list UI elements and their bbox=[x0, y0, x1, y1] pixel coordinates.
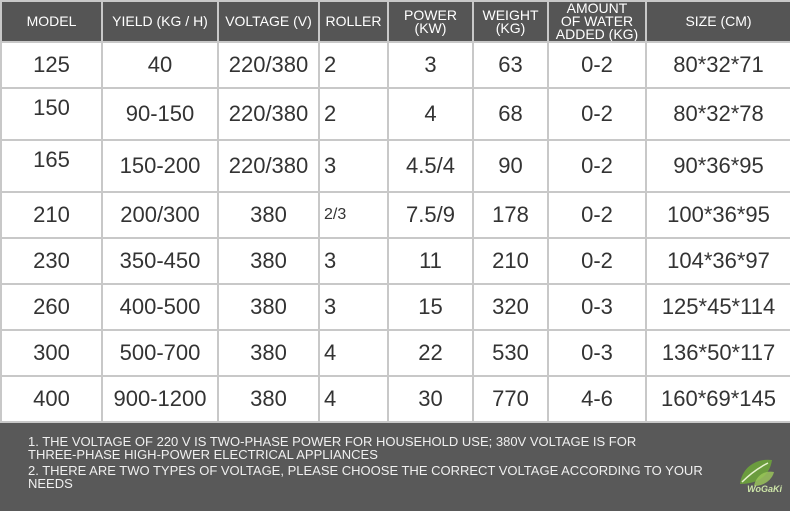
table-cell: 3 bbox=[318, 139, 389, 193]
table-cell: 178 bbox=[472, 191, 549, 239]
column-header: YIELD (KG / H) bbox=[101, 0, 219, 43]
spec-table: MODEL YIELD (KG / H) VOLTAGE (V) ROLLER POWE… bbox=[0, 0, 790, 423]
table-row: 125 40 220/380 2 3 63 0-2 80*32*71 bbox=[0, 41, 790, 89]
table-cell: 0-2 bbox=[547, 41, 647, 89]
table-cell: 90*36*95 bbox=[645, 139, 790, 193]
table-cell: 200/300 bbox=[101, 191, 219, 239]
table-row: 165 150-200 220/380 3 4.5/4 90 0-2 90*36*95 bbox=[0, 139, 790, 193]
column-header: AMOUNT OF WATER ADDED (KG) bbox=[547, 0, 647, 43]
table-cell: 136*50*117 bbox=[645, 329, 790, 377]
model-cell: 300 bbox=[0, 329, 103, 377]
table-cell: 125*45*114 bbox=[645, 283, 790, 331]
table-row: 150 90-150 220/380 2 4 68 0-2 80*32*78 bbox=[0, 87, 790, 141]
table-cell: 4 bbox=[318, 375, 389, 423]
table-cell: 900-1200 bbox=[101, 375, 219, 423]
model-cell: 400 bbox=[0, 375, 103, 423]
table-cell: 380 bbox=[217, 375, 320, 423]
column-header: VOLTAGE (V) bbox=[217, 0, 320, 43]
table-cell: 220/380 bbox=[217, 139, 320, 193]
logo-text: WoGaKi bbox=[747, 484, 782, 494]
table-cell: 380 bbox=[217, 329, 320, 377]
table-cell: 100*36*95 bbox=[645, 191, 790, 239]
column-header: SIZE (CM) bbox=[645, 0, 790, 43]
table-cell: 63 bbox=[472, 41, 549, 89]
table-cell: 160*69*145 bbox=[645, 375, 790, 423]
table-cell: 22 bbox=[387, 329, 474, 377]
table-cell: 80*32*71 bbox=[645, 41, 790, 89]
table-cell: 350-450 bbox=[101, 237, 219, 285]
table-cell: 90 bbox=[472, 139, 549, 193]
table-cell: 7.5/9 bbox=[387, 191, 474, 239]
model-cell: 260 bbox=[0, 283, 103, 331]
table-cell: 2 bbox=[318, 41, 389, 89]
table-cell: 380 bbox=[217, 283, 320, 331]
note-line-1: 1. THE VOLTAGE OF 220 V IS TWO-PHASE POW… bbox=[28, 434, 637, 449]
table-cell: 3 bbox=[318, 237, 389, 285]
table-cell: 40 bbox=[101, 41, 219, 89]
column-header: WEIGHT (KG) bbox=[472, 0, 549, 43]
model-cell: 150 bbox=[0, 87, 103, 141]
table-row: 210 200/300 380 2/3 7.5/9 178 0-2 100*36*95 bbox=[0, 191, 790, 239]
table-cell: 3 bbox=[318, 283, 389, 331]
model-cell: 230 bbox=[0, 237, 103, 285]
table-cell: 220/380 bbox=[217, 87, 320, 141]
table-cell: 0-3 bbox=[547, 283, 647, 331]
table-cell: 150-200 bbox=[101, 139, 219, 193]
table-cell: 320 bbox=[472, 283, 549, 331]
table-cell: 530 bbox=[472, 329, 549, 377]
table-cell: 380 bbox=[217, 237, 320, 285]
table-row: 300 500-700 380 4 22 530 0-3 136*50*117 bbox=[0, 329, 790, 377]
table-cell: 0-2 bbox=[547, 237, 647, 285]
table-cell: 220/380 bbox=[217, 41, 320, 89]
table-row: 230 350-450 380 3 11 210 0-2 104*36*97 bbox=[0, 237, 790, 285]
column-header: MODEL bbox=[0, 0, 103, 43]
notes-panel: 1. THE VOLTAGE OF 220 V IS TWO-PHASE POW… bbox=[0, 423, 790, 511]
note-line-3: 2. THERE ARE TWO TYPES OF VOLTAGE, PLEAS… bbox=[28, 463, 703, 478]
model-cell: 125 bbox=[0, 41, 103, 89]
table-cell: 380 bbox=[217, 191, 320, 239]
table-cell: 0-2 bbox=[547, 191, 647, 239]
table-cell: 770 bbox=[472, 375, 549, 423]
table-cell: 30 bbox=[387, 375, 474, 423]
note-line-4: NEEDS bbox=[28, 476, 73, 491]
table-cell: 15 bbox=[387, 283, 474, 331]
table-cell: 0-2 bbox=[547, 139, 647, 193]
column-header: ROLLER bbox=[318, 0, 389, 43]
table-cell: 4.5/4 bbox=[387, 139, 474, 193]
table-row: 400 900-1200 380 4 30 770 4-6 160*69*145 bbox=[0, 375, 790, 423]
model-cell: 165 bbox=[0, 139, 103, 193]
table-cell: 4 bbox=[387, 87, 474, 141]
header-row: MODEL YIELD (KG / H) VOLTAGE (V) ROLLER POWE… bbox=[0, 0, 790, 43]
model-cell: 210 bbox=[0, 191, 103, 239]
table-cell: 4 bbox=[318, 329, 389, 377]
table-cell: 0-2 bbox=[547, 87, 647, 141]
table-cell: 80*32*78 bbox=[645, 87, 790, 141]
table-cell: 210 bbox=[472, 237, 549, 285]
leaf-logo-icon bbox=[740, 459, 774, 486]
table-cell: 2 bbox=[318, 87, 389, 141]
table-cell: 0-3 bbox=[547, 329, 647, 377]
table-cell: 4-6 bbox=[547, 375, 647, 423]
table-cell: 3 bbox=[387, 41, 474, 89]
table-cell: 68 bbox=[472, 87, 549, 141]
table-cell: 11 bbox=[387, 237, 474, 285]
table-cell: 500-700 bbox=[101, 329, 219, 377]
table-cell: 90-150 bbox=[101, 87, 219, 141]
note-line-2: THREE-PHASE HIGH-POWER ELECTRICAL APPLIA… bbox=[28, 447, 378, 462]
column-header: POWER (KW) bbox=[387, 0, 474, 43]
table-cell: 2/3 bbox=[318, 191, 389, 239]
table-body: 125 40 220/380 2 3 63 0-2 80*32*71 150 90-150 220/… bbox=[0, 41, 790, 423]
table-cell: 104*36*97 bbox=[645, 237, 790, 285]
table-cell: 400-500 bbox=[101, 283, 219, 331]
table-row: 260 400-500 380 3 15 320 0-3 125*45*114 bbox=[0, 283, 790, 331]
